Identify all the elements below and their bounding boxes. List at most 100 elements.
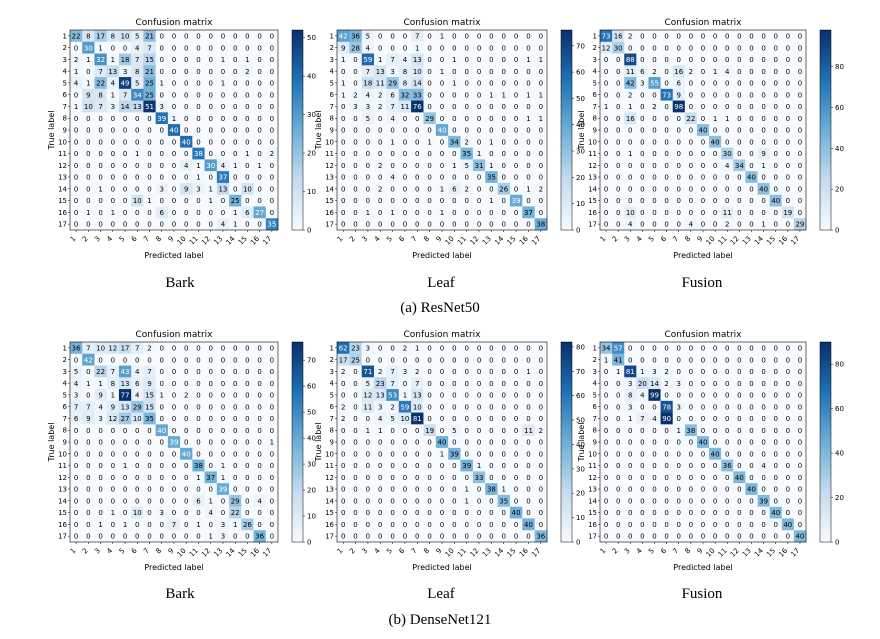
heatmap-cell — [522, 65, 535, 78]
cell-value-label: 0 — [270, 403, 274, 411]
cell-value-label: 0 — [786, 486, 790, 494]
heatmap-cell — [167, 100, 181, 113]
cell-value-label: 0 — [74, 474, 78, 482]
cell-value-label: 14 — [413, 80, 422, 88]
cell-value-label: 0 — [427, 80, 431, 88]
heatmap-cell — [497, 159, 511, 172]
cell-value-label: 0 — [233, 392, 237, 400]
heatmap-cell — [398, 159, 412, 172]
x-tick-label: 4 — [373, 234, 382, 243]
cell-value-label: 0 — [526, 403, 530, 411]
x-tick-label: 15 — [506, 547, 518, 559]
cell-value-label: 0 — [786, 450, 790, 458]
cell-value-label: 0 — [798, 115, 802, 123]
cell-value-label: 0 — [233, 185, 237, 193]
cell-value-label: 0 — [160, 486, 164, 494]
cell-value-label: 0 — [640, 115, 644, 123]
cell-value-label: 3 — [378, 403, 382, 411]
cell-value-label: 0 — [539, 80, 543, 88]
cell-value-label: 0 — [725, 521, 729, 529]
heatmap-cell — [94, 159, 108, 172]
cell-value-label: 0 — [761, 474, 765, 482]
heatmap-cell — [229, 206, 242, 219]
heatmap-cell — [216, 147, 230, 160]
x-tick-label: 12 — [469, 235, 481, 247]
cell-value-label: 0 — [798, 80, 802, 88]
cell-value-label: 0 — [221, 150, 225, 158]
cell-value-label: 38 — [194, 462, 203, 470]
heatmap-cell — [398, 41, 412, 54]
cell-value-label: 1 — [233, 209, 237, 217]
heatmap-cell — [398, 100, 412, 113]
heatmap-cell — [118, 41, 132, 54]
cell-value-label: 0 — [652, 32, 656, 40]
cell-value-label: 0 — [111, 44, 115, 52]
heatmap-cell — [118, 88, 132, 101]
cell-value-label: 0 — [737, 32, 741, 40]
cell-value-label: 0 — [713, 462, 717, 470]
x-tick-label: 5 — [647, 547, 656, 556]
heatmap-cell — [70, 53, 83, 66]
cell-value-label: 0 — [664, 509, 668, 517]
cell-value-label: 0 — [366, 439, 370, 447]
cell-value-label: 0 — [604, 427, 608, 435]
cell-value-label: 0 — [86, 509, 90, 517]
heatmap-cell — [411, 182, 424, 195]
heatmap-cell — [204, 206, 218, 219]
heatmap-cell — [70, 135, 83, 148]
cell-value-label: 0 — [440, 356, 444, 364]
cell-value-label: 16 — [626, 115, 635, 123]
heatmap-cell — [522, 53, 535, 66]
heatmap-cell — [361, 182, 375, 195]
cell-value-label: 0 — [749, 344, 753, 352]
heatmap-cell — [229, 159, 242, 172]
cell-value-label: 0 — [628, 533, 632, 541]
heatmap-cell — [216, 53, 230, 66]
y-axis-label: True label — [577, 111, 586, 151]
heatmap-cell — [131, 41, 144, 54]
cell-value-label: 0 — [604, 450, 608, 458]
x-tick-label: 1 — [599, 235, 608, 244]
cell-value-label: 0 — [270, 115, 274, 123]
heatmap-cell — [216, 182, 230, 195]
y-tick-label: 13 — [588, 174, 597, 182]
cell-value-label: 0 — [526, 221, 530, 229]
cell-value-label: 0 — [616, 450, 620, 458]
cell-value-label: 0 — [737, 462, 741, 470]
cell-value-label: 0 — [786, 497, 790, 505]
cell-value-label: 5 — [366, 380, 370, 388]
heatmap-cell — [70, 65, 83, 78]
colorbar-tick-label: 50 — [307, 34, 316, 42]
cell-value-label: 0 — [464, 68, 468, 76]
cell-value-label: 0 — [689, 197, 693, 205]
cell-value-label: 0 — [664, 474, 668, 482]
cell-value-label: 0 — [604, 68, 608, 76]
cell-value-label: 0 — [616, 403, 620, 411]
cell-value-label: 0 — [652, 521, 656, 529]
cell-value-label: 0 — [86, 115, 90, 123]
cell-value-label: 0 — [390, 474, 394, 482]
cell-value-label: 0 — [74, 221, 78, 229]
cell-value-label: 0 — [701, 415, 705, 423]
heatmap-cell — [435, 147, 449, 160]
cell-value-label: 1 — [427, 138, 431, 146]
heatmap-cell — [131, 100, 144, 113]
cell-value-label: 0 — [664, 115, 668, 123]
y-tick-label: 10 — [58, 450, 67, 458]
cell-value-label: 0 — [123, 486, 127, 494]
cell-value-label: 0 — [74, 115, 78, 123]
cell-value-label: 0 — [489, 415, 493, 423]
cell-value-label: 78 — [662, 403, 671, 411]
heatmap-cell — [349, 100, 362, 113]
cell-value-label: 0 — [172, 486, 176, 494]
y-tick-label: 4 — [330, 68, 335, 76]
cell-value-label: 2 — [403, 344, 407, 352]
cell-value-label: 0 — [725, 380, 729, 388]
cell-value-label: 0 — [604, 127, 608, 135]
cell-value-label: 0 — [664, 174, 668, 182]
cell-value-label: 0 — [440, 44, 444, 52]
cell-value-label: 0 — [390, 221, 394, 229]
cell-value-label: 0 — [74, 150, 78, 158]
y-tick-label: 16 — [325, 209, 334, 217]
